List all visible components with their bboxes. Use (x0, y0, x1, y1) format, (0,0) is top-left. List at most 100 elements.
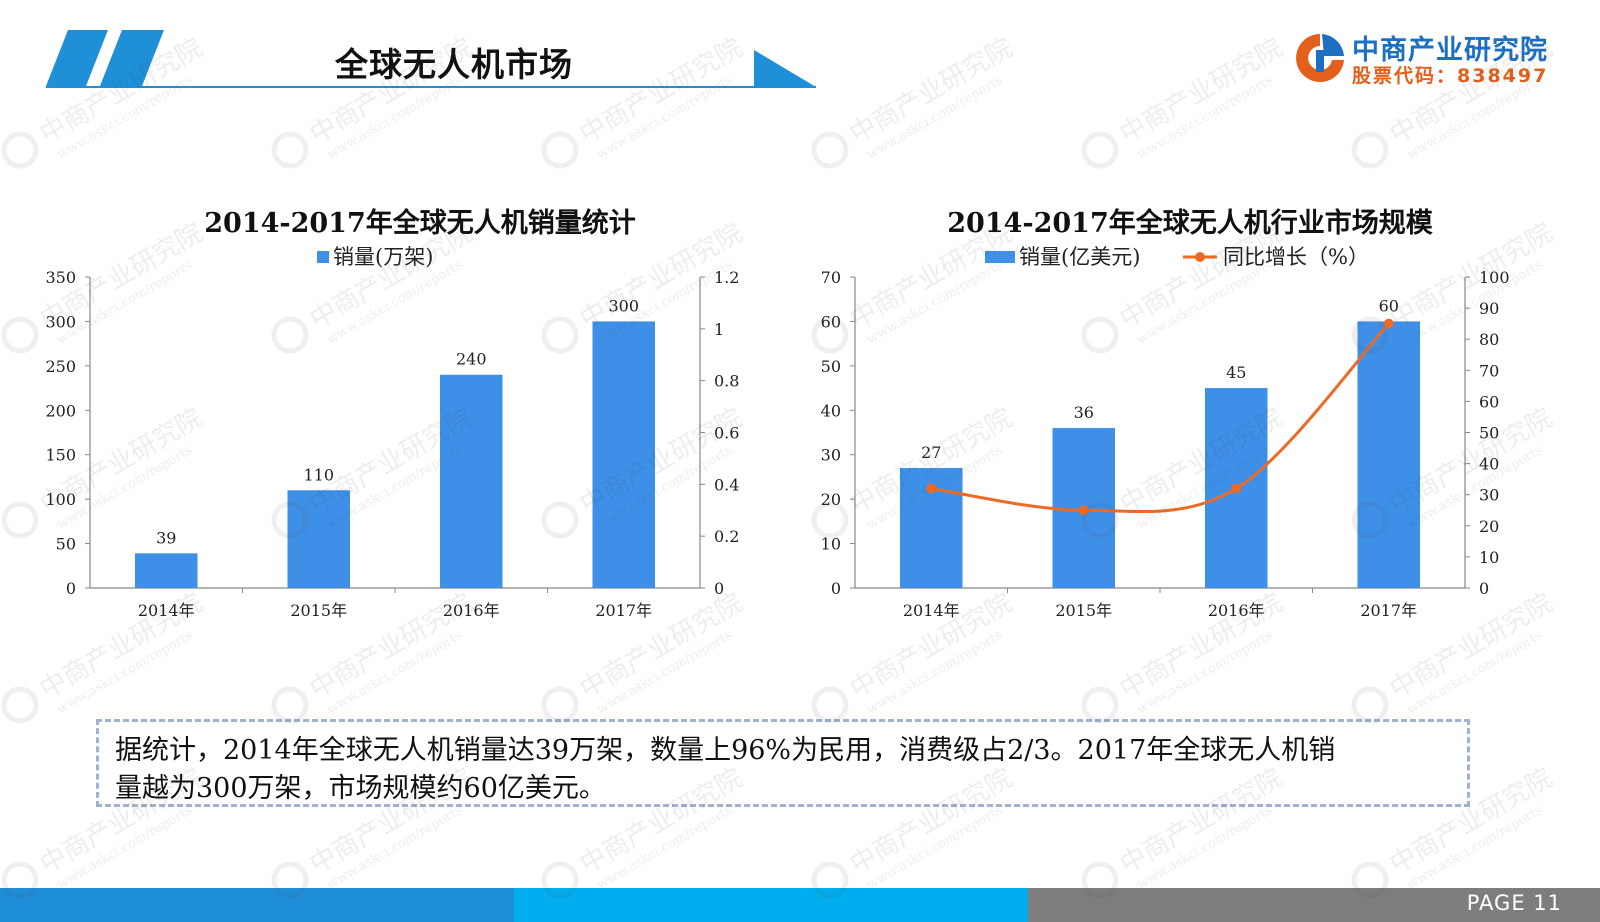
left-chart-x-tick-label: 2015年 (290, 601, 347, 620)
left-chart-x-tick-label: 2017年 (595, 601, 652, 620)
watermark-subtext: www.askci.com/reports (1134, 803, 1275, 893)
header-underline (46, 86, 816, 88)
right-chart-growth-point (1078, 505, 1089, 516)
right-chart-y-tick-label: 40 (821, 401, 841, 420)
left-chart-legend-label: 销量(万架) (333, 245, 433, 269)
summary-box: 据统计，2014年全球无人机销量达39万架，数量上96%为民用，消费级占2/3。… (96, 719, 1470, 807)
right-chart-bar-value-label: 45 (1226, 363, 1246, 382)
right-chart-y-tick-label: 30 (821, 446, 841, 465)
left-chart-y-tick-label: 50 (56, 535, 76, 554)
footer-segment-1 (0, 888, 514, 922)
right-chart-y2-tick-label: 70 (1479, 361, 1499, 380)
watermark-subtext: www.askci.com/reports (1134, 73, 1275, 163)
right-chart-x-tick-label: 2015年 (1055, 601, 1112, 620)
logo-icon (1296, 34, 1344, 82)
header-triangle (754, 50, 816, 87)
right-chart-y2-tick-label: 90 (1479, 299, 1499, 318)
watermark-logo-icon (1081, 131, 1119, 169)
right-chart-y2-tick-label: 30 (1479, 486, 1499, 505)
right-chart-y-tick-label: 70 (821, 268, 841, 287)
right-chart-y-tick-label: 0 (831, 579, 841, 598)
right-chart-x-tick-label: 2014年 (903, 601, 960, 620)
left-chart-y-tick-label: 0 (66, 579, 76, 598)
left-chart-y-tick-label: 100 (45, 490, 76, 509)
left-chart-bar-value-label: 39 (156, 528, 176, 547)
right-chart-y-tick-label: 60 (821, 312, 841, 331)
watermark-subtext: www.askci.com/reports (324, 803, 465, 893)
right-chart-x-tick-label: 2016年 (1208, 601, 1265, 620)
chart-right-title: 2014-2017年全球无人机行业市场规模 (947, 208, 1433, 239)
right-chart-bar-value-label: 60 (1379, 296, 1399, 315)
watermark-subtext: www.askci.com/reports (1404, 803, 1545, 893)
right-chart-y2-tick-label: 40 (1479, 455, 1499, 474)
left-chart-y2-tick-label: 1 (714, 320, 724, 339)
logo-name: 中商产业研究院 (1352, 35, 1548, 66)
watermark-logo-icon (1, 686, 39, 724)
watermark-logo-icon (1, 131, 39, 169)
left-chart-y-tick-label: 350 (45, 268, 76, 287)
right-chart-legend-swatch-bar (985, 251, 1015, 263)
left-chart-bar (287, 490, 351, 588)
right-chart-y2-tick-label: 100 (1479, 268, 1510, 287)
watermark-text: 中商产业研究院 (845, 33, 1018, 150)
right-chart-growth-point (926, 483, 937, 494)
right-chart-legend-label-bar: 销量(亿美元) (1019, 245, 1140, 269)
right-chart-y-tick-label: 10 (821, 535, 841, 554)
right-chart-y2-tick-label: 0 (1479, 579, 1489, 598)
chart-left: 0 50 100 150 200 250 300 350 0 0.2 0.4 0.6 0.8 1 1.2 20… (45, 245, 739, 620)
right-chart-y-tick-label: 20 (821, 490, 841, 509)
right-chart-growth-point (1231, 483, 1242, 494)
watermark-subtext: www.askci.com/reports (54, 803, 195, 893)
logo-stock-code: 股票代码：838497 (1352, 65, 1549, 87)
footer-segment-3 (1028, 888, 1600, 922)
right-chart-y2-tick-label: 60 (1479, 392, 1499, 411)
watermark-subtext: www.askci.com/reports (864, 803, 1005, 893)
left-chart-y2-tick-label: 0.4 (714, 475, 739, 494)
left-chart-bar (439, 374, 503, 588)
left-chart-y-tick-label: 250 (45, 357, 76, 376)
right-chart-y-tick-label: 50 (821, 357, 841, 376)
watermark-logo-icon (1351, 131, 1389, 169)
page-title: 全球无人机市场 (335, 45, 573, 84)
left-chart-bar-value-label: 110 (303, 465, 334, 484)
left-chart-x-tick-label: 2014年 (138, 601, 195, 620)
left-chart-y-tick-label: 150 (45, 446, 76, 465)
left-chart-y2-tick-label: 0.8 (714, 372, 739, 391)
right-chart-bar-value-label: 27 (921, 443, 941, 462)
right-chart-growth-line (931, 322, 1390, 514)
right-chart-y2-tick-label: 50 (1479, 424, 1499, 443)
left-chart-bar (592, 321, 656, 588)
left-chart-x-tick-label: 2016年 (443, 601, 500, 620)
left-chart-y2-tick-label: 0 (714, 579, 724, 598)
right-chart-y2-tick-label: 80 (1479, 330, 1499, 349)
right-chart-x-tick-label: 2017年 (1360, 601, 1417, 620)
page-number: PAGE 11 (1466, 891, 1562, 915)
right-chart-bar (1357, 321, 1421, 588)
left-chart-legend-swatch (317, 251, 329, 263)
watermark-subtext: www.askci.com/reports (594, 803, 735, 893)
watermark-logo-icon (541, 131, 579, 169)
footer-bar: PAGE 11 (0, 888, 1600, 922)
right-chart-bar-value-label: 36 (1074, 403, 1094, 422)
left-chart-y-tick-label: 300 (45, 312, 76, 331)
watermark-text: 中商产业研究院 (575, 33, 748, 150)
left-chart-bar-value-label: 240 (456, 350, 487, 369)
header-stripes (46, 30, 164, 86)
left-chart-bar-value-label: 300 (608, 296, 639, 315)
company-logo: 中商产业研究院 股票代码：838497 (1292, 28, 1592, 88)
summary-line-1: 据统计，2014年全球无人机销量达39万架，数量上96%为民用，消费级占2/3。… (115, 735, 1336, 766)
watermark-logo-icon (271, 131, 309, 169)
chart-left-title: 2014-2017年全球无人机销量统计 (204, 208, 636, 239)
watermark-subtext: www.askci.com/reports (864, 73, 1005, 163)
chart-right: 0 10 20 30 40 50 60 70 0 10 20 30 40 50 60 70 80 90 100 201… (821, 245, 1510, 620)
left-chart-y2-tick-label: 1.2 (714, 268, 739, 287)
left-chart-y2-tick-label: 0.2 (714, 527, 739, 546)
right-chart-growth-point (1383, 318, 1394, 329)
left-chart-y2-tick-label: 0.6 (714, 424, 739, 443)
right-chart-y2-tick-label: 20 (1479, 517, 1499, 536)
watermark-text: 中商产业研究院 (1115, 33, 1288, 150)
summary-line-2: 量越为300万架，市场规模约60亿美元。 (115, 773, 606, 804)
right-chart-y2-tick-label: 10 (1479, 548, 1499, 567)
